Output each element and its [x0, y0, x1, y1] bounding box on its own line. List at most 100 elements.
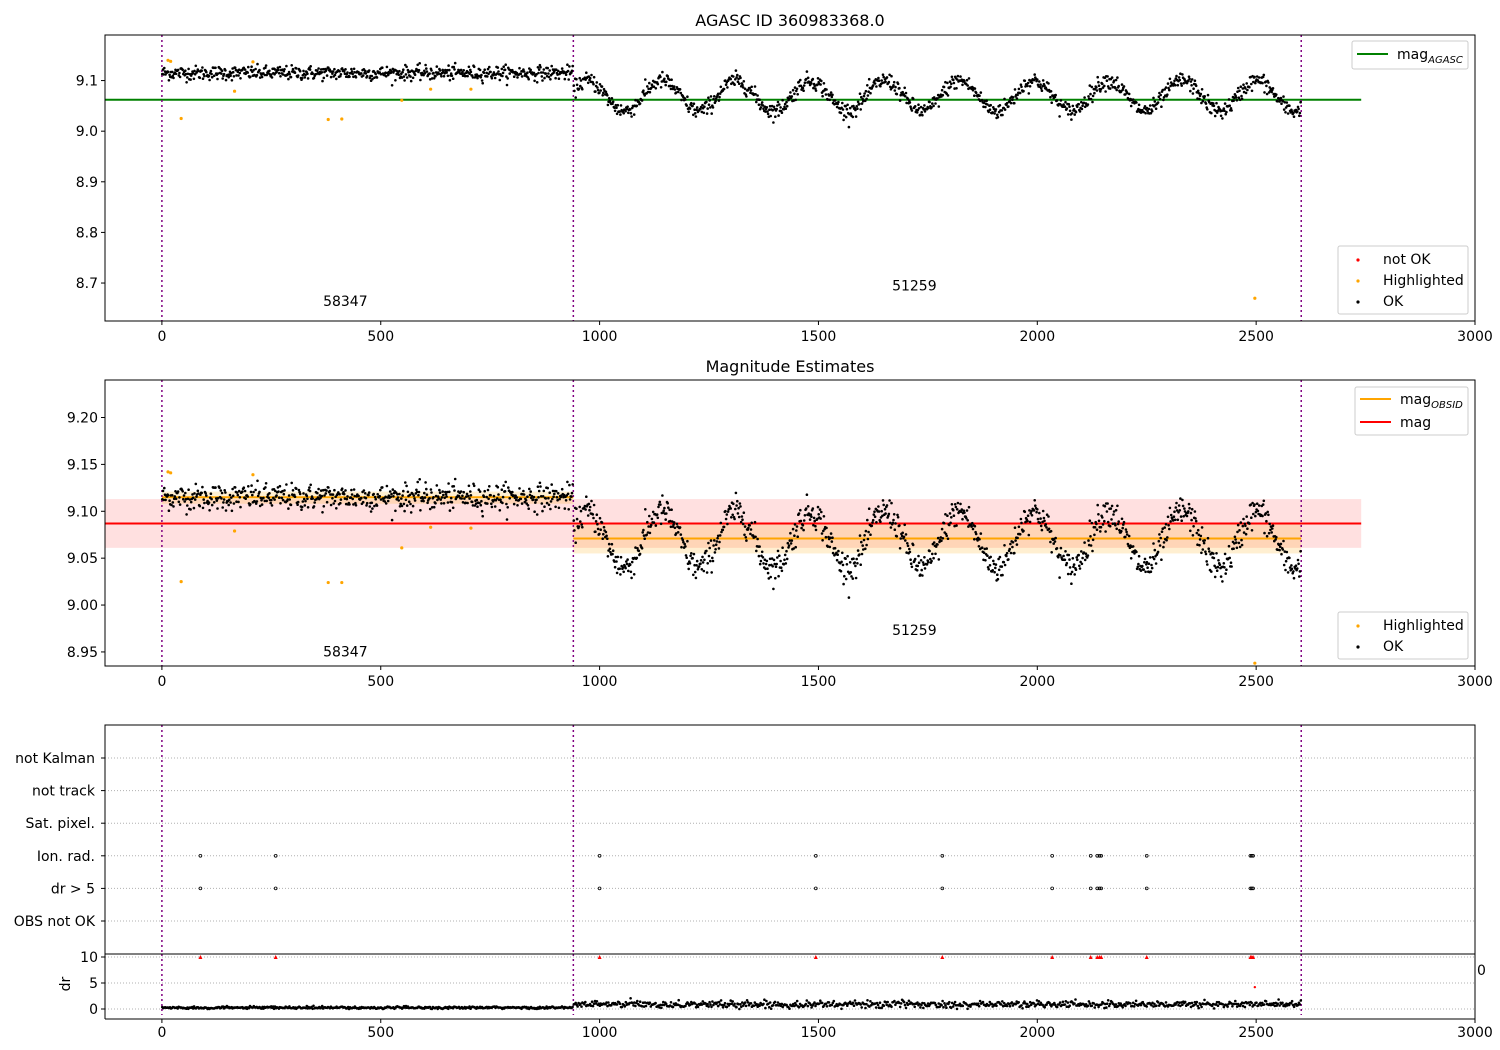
estimates-ok-point-1134 [906, 542, 909, 545]
estimates-ok-point-596 [552, 495, 555, 499]
agasc-ok-point-874 [735, 76, 738, 79]
agasc-ok-point-1399 [1080, 100, 1083, 104]
agasc-ok-point-1490 [1139, 111, 1143, 114]
estimates-ok-point-1478 [1131, 545, 1135, 548]
agasc-ok-point-1401 [1081, 104, 1084, 108]
estimates-xtick-label-1500: 1500 [801, 674, 837, 690]
estimates-ok-point-377 [408, 493, 412, 497]
estimates-ok-point-1014 [827, 535, 830, 539]
agasc-ok-point-1601 [1212, 104, 1216, 108]
agasc-ok-point-1283 [1003, 108, 1007, 111]
flag-point-ion-rad--10 [1144, 853, 1149, 858]
estimates-ok-point-1506 [1150, 563, 1153, 567]
agasc-ok-point-1639 [1237, 96, 1241, 99]
agasc-ok-point-1677 [1262, 73, 1266, 77]
estimates-ok-point-978 [803, 514, 807, 517]
dr-point-682 [818, 1002, 821, 1005]
estimates-ok-point-1058 [856, 562, 859, 565]
dr-point-905 [1032, 1002, 1036, 1005]
estimates-ok-point-1405 [1083, 558, 1087, 562]
estimates-ok-point-1602 [1213, 564, 1216, 568]
agasc-ok-point-331 [378, 71, 382, 74]
estimates-ok-point-1294 [1011, 545, 1014, 549]
estimates-ok-point-1359 [1053, 540, 1057, 543]
estimates-ok-point-1353 [1049, 529, 1053, 533]
agasc-ok-point-698 [619, 104, 623, 107]
estimates-ok-point-941 [779, 559, 782, 563]
dr-point-741 [874, 1006, 878, 1009]
estimates-ok-point-1307 [1019, 517, 1023, 521]
estimates-ok-point-1466 [1124, 535, 1127, 539]
estimates-ok-point-1138 [908, 550, 912, 554]
estimates-ok-point-1723 [1292, 576, 1296, 580]
agasc-ok-point-1643 [1240, 94, 1243, 98]
agasc-ok-point-980 [804, 77, 808, 81]
agasc-ok-point-629 [574, 96, 577, 99]
estimates-ok-point-413 [432, 496, 435, 499]
estimates-ok-point-1452 [1114, 508, 1118, 512]
estimates-ok-point-1389 [1073, 573, 1076, 576]
estimates-ok-point-648 [586, 514, 590, 517]
agasc-ok-point-544 [518, 66, 521, 70]
agasc-ok-point-1321 [1028, 85, 1032, 88]
agasc-ok-point-1138 [908, 101, 912, 104]
dr-point-744 [877, 1006, 881, 1009]
agasc-ok-point-1548 [1177, 76, 1181, 79]
agasc-ok-point-445 [453, 68, 456, 71]
agasc-ok-point-1377 [1065, 107, 1069, 110]
estimates-ok-point-925 [768, 557, 772, 561]
dr-point-480 [623, 1005, 627, 1008]
agasc-ok-point-1011 [825, 88, 828, 91]
dr-point-735 [869, 1000, 872, 1003]
estimates-ok-point-1597 [1210, 570, 1213, 573]
agasc-ok-point-327 [375, 76, 379, 79]
estimates-ok-point-1712 [1285, 550, 1289, 554]
estimates-ok-point-1581 [1199, 534, 1203, 538]
agasc-ok-point-282 [346, 71, 349, 74]
estimates-ok-point-1166 [927, 560, 930, 564]
agasc-ok-point-416 [434, 75, 437, 78]
agasc-ok-point-1709 [1283, 101, 1287, 104]
estimates-highlighted-point-10 [1253, 661, 1257, 665]
estimates-ok-point-938 [777, 574, 780, 578]
dr-point-734 [868, 1005, 871, 1008]
estimates-ok-point-701 [621, 566, 625, 569]
agasc-ok-point-1304 [1017, 87, 1021, 91]
agasc-ok-point-1019 [830, 95, 834, 99]
agasc-ok-point-722 [635, 104, 639, 108]
estimates-ok-point-180 [279, 502, 282, 505]
estimates-ok-point-320 [371, 507, 374, 510]
agasc-xtick-label-1500: 1500 [801, 329, 837, 345]
dr-point-523 [664, 1002, 668, 1006]
agasc-ok-point-648 [586, 81, 590, 85]
dr-point-781 [913, 1005, 916, 1009]
estimates-ok-point-142 [254, 488, 257, 492]
agasc-ok-point-229 [311, 72, 315, 75]
agasc-ok-point-325 [374, 72, 378, 76]
estimates-ok-point-417 [434, 494, 438, 498]
estimates-ok-point-102 [228, 498, 231, 502]
agasc-ok-point-1045 [847, 125, 851, 129]
agasc-ok-point-435 [446, 74, 450, 78]
estimates-ok-point-1593 [1207, 547, 1210, 550]
agasc-ok-point-176 [276, 66, 280, 69]
estimates-ok-point-79 [212, 501, 216, 504]
agasc-ok-point-207 [296, 74, 300, 77]
estimates-ok-point-1244 [978, 538, 981, 541]
dr-point-1074 [1195, 1000, 1199, 1004]
agasc-ok-point-320 [371, 77, 374, 81]
agasc-ok-point-518 [501, 74, 504, 78]
estimates-ok-point-1038 [843, 574, 846, 578]
estimates-ok-point-955 [788, 539, 792, 542]
agasc-ok-point-1651 [1245, 82, 1248, 85]
estimates-ok-point-390 [417, 493, 420, 497]
agasc-ok-point-1513 [1154, 107, 1158, 110]
agasc-ok-point-215 [302, 69, 305, 73]
dr-point-115 [271, 1005, 275, 1008]
agasc-ok-point-1605 [1215, 101, 1218, 105]
estimates-ok-point-684 [610, 542, 614, 546]
estimates-ok-point-998 [816, 505, 820, 509]
dr-point-849 [978, 999, 982, 1003]
agasc-ok-point-11 [168, 73, 171, 77]
estimates-ok-point-149 [258, 504, 262, 508]
